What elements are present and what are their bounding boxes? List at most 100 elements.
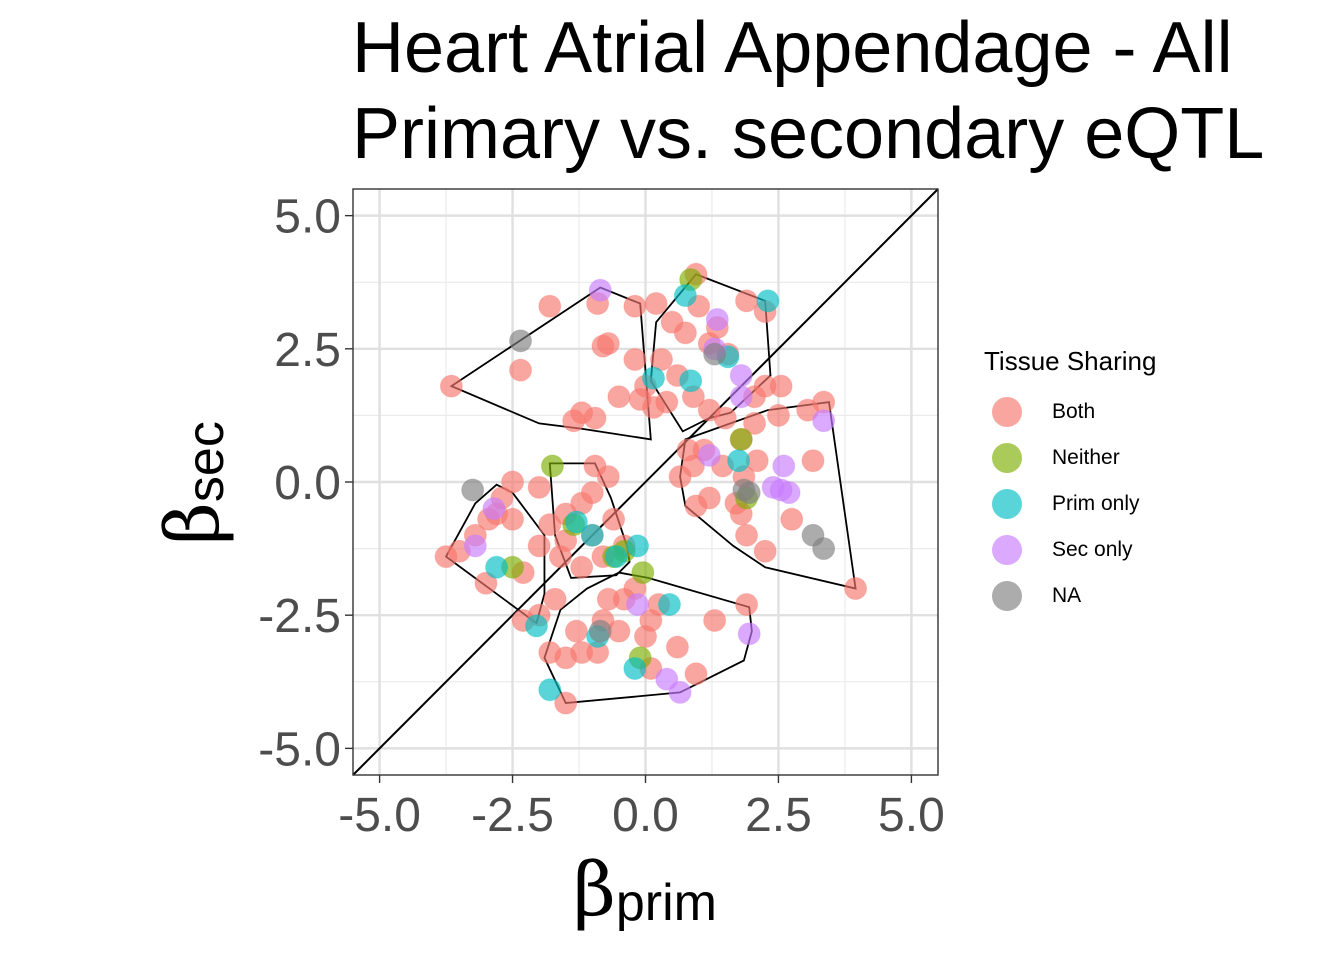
point-both (697, 398, 721, 422)
point-prim-only (641, 366, 665, 390)
point-sec-only (812, 409, 836, 433)
x-axis-ticks: -5.0 -2.5 0.0 2.5 5.0 (338, 775, 945, 842)
point-prim-only (673, 284, 697, 308)
legend-label: NA (1052, 584, 1082, 607)
y-axis-label-subscript: sec (177, 421, 235, 502)
x-axis-label-symbol: β (573, 847, 616, 933)
point-prim-only (657, 593, 681, 617)
point-prim-only (626, 534, 650, 558)
point-both (735, 593, 759, 617)
point-sec-only (697, 443, 721, 467)
point-sec-only (729, 363, 753, 387)
point-both (580, 481, 604, 505)
point-prim-only (564, 510, 588, 534)
point-both (703, 609, 727, 633)
point-neither (540, 454, 564, 478)
legend-key-swatch (992, 535, 1022, 565)
point-both (684, 662, 708, 686)
legend-key-swatch (992, 397, 1022, 427)
point-sec-only (737, 622, 761, 646)
legend-label: Prim only (1052, 492, 1140, 515)
point-both (607, 385, 631, 409)
x-tick-label: 0.0 (612, 789, 679, 842)
point-sec-only (729, 385, 753, 409)
point-prim-only (679, 369, 703, 393)
point-prim-only (538, 678, 562, 702)
point-both (596, 465, 620, 489)
point-both (562, 409, 586, 433)
point-na (703, 342, 727, 366)
point-both (735, 523, 759, 547)
point-both (655, 390, 679, 414)
legend-item-both: Both (984, 389, 1156, 435)
y-tick-label: 5.0 (274, 191, 341, 244)
point-both (509, 358, 533, 382)
point-both (668, 465, 692, 489)
point-sec-only (668, 680, 692, 704)
chart-title-line-1: Heart Atrial Appendage - All (352, 8, 1233, 88)
point-sec-only (761, 475, 785, 499)
x-tick-label: 2.5 (745, 789, 812, 842)
x-tick-label: 5.0 (878, 789, 945, 842)
point-both (623, 347, 647, 371)
point-prim-only (524, 614, 548, 638)
point-both (697, 486, 721, 510)
point-sec-only (626, 593, 650, 617)
x-tick-label: -2.5 (471, 789, 554, 842)
legend-key-swatch (992, 581, 1022, 611)
point-both (543, 587, 567, 611)
point-both (583, 406, 607, 430)
point-prim-only (604, 545, 628, 569)
point-both (644, 292, 668, 316)
point-na (461, 478, 485, 502)
point-both (649, 347, 673, 371)
data-points (434, 262, 868, 715)
y-axis-label-symbol: β (150, 502, 236, 545)
legend-item-na: NA (984, 573, 1156, 619)
point-sec-only (705, 308, 729, 332)
y-axis-label: βsec (150, 421, 236, 545)
point-both (844, 577, 868, 601)
legend-items: Both Neither Prim only Sec only NA (984, 389, 1156, 619)
point-both (527, 475, 551, 499)
legend-key-swatch (992, 443, 1022, 473)
point-both (591, 334, 615, 358)
point-prim-only (580, 523, 604, 547)
point-both (780, 507, 804, 531)
point-sec-only (482, 497, 506, 521)
point-sec-only (588, 278, 612, 302)
point-na (588, 619, 612, 643)
legend-label: Neither (1052, 446, 1120, 469)
point-both (548, 545, 572, 569)
y-tick-label: -2.5 (258, 590, 341, 643)
point-both (564, 619, 588, 643)
point-both (474, 571, 498, 595)
point-both (554, 691, 578, 715)
point-prim-only (727, 449, 751, 473)
point-both (439, 374, 463, 398)
x-axis-label-subscript: prim (616, 874, 717, 932)
point-na (737, 481, 761, 505)
point-sec-only (772, 454, 796, 478)
point-both (602, 507, 626, 531)
point-prim-only (756, 289, 780, 313)
point-both (538, 513, 562, 537)
legend-item-sec-only: Sec only (984, 527, 1156, 573)
point-both (753, 539, 777, 563)
y-axis-ticks: 5.0 2.5 0.0 -2.5 -5.0 (258, 191, 353, 776)
chart-title-line-2: Primary vs. secondary eQTL (352, 94, 1265, 174)
legend: Tissue Sharing Both Neither Prim only Sec o… (984, 346, 1156, 619)
point-prim-only (623, 656, 647, 680)
y-tick-label: 0.0 (274, 457, 341, 510)
point-both (769, 374, 793, 398)
legend-title: Tissue Sharing (984, 346, 1157, 376)
legend-label: Sec only (1052, 538, 1133, 561)
point-both (665, 635, 689, 659)
point-both (570, 555, 594, 579)
point-na (509, 329, 533, 353)
point-both (527, 534, 551, 558)
point-both (623, 294, 647, 318)
point-both (766, 403, 790, 427)
legend-key-swatch (992, 489, 1022, 519)
point-both (538, 294, 562, 318)
